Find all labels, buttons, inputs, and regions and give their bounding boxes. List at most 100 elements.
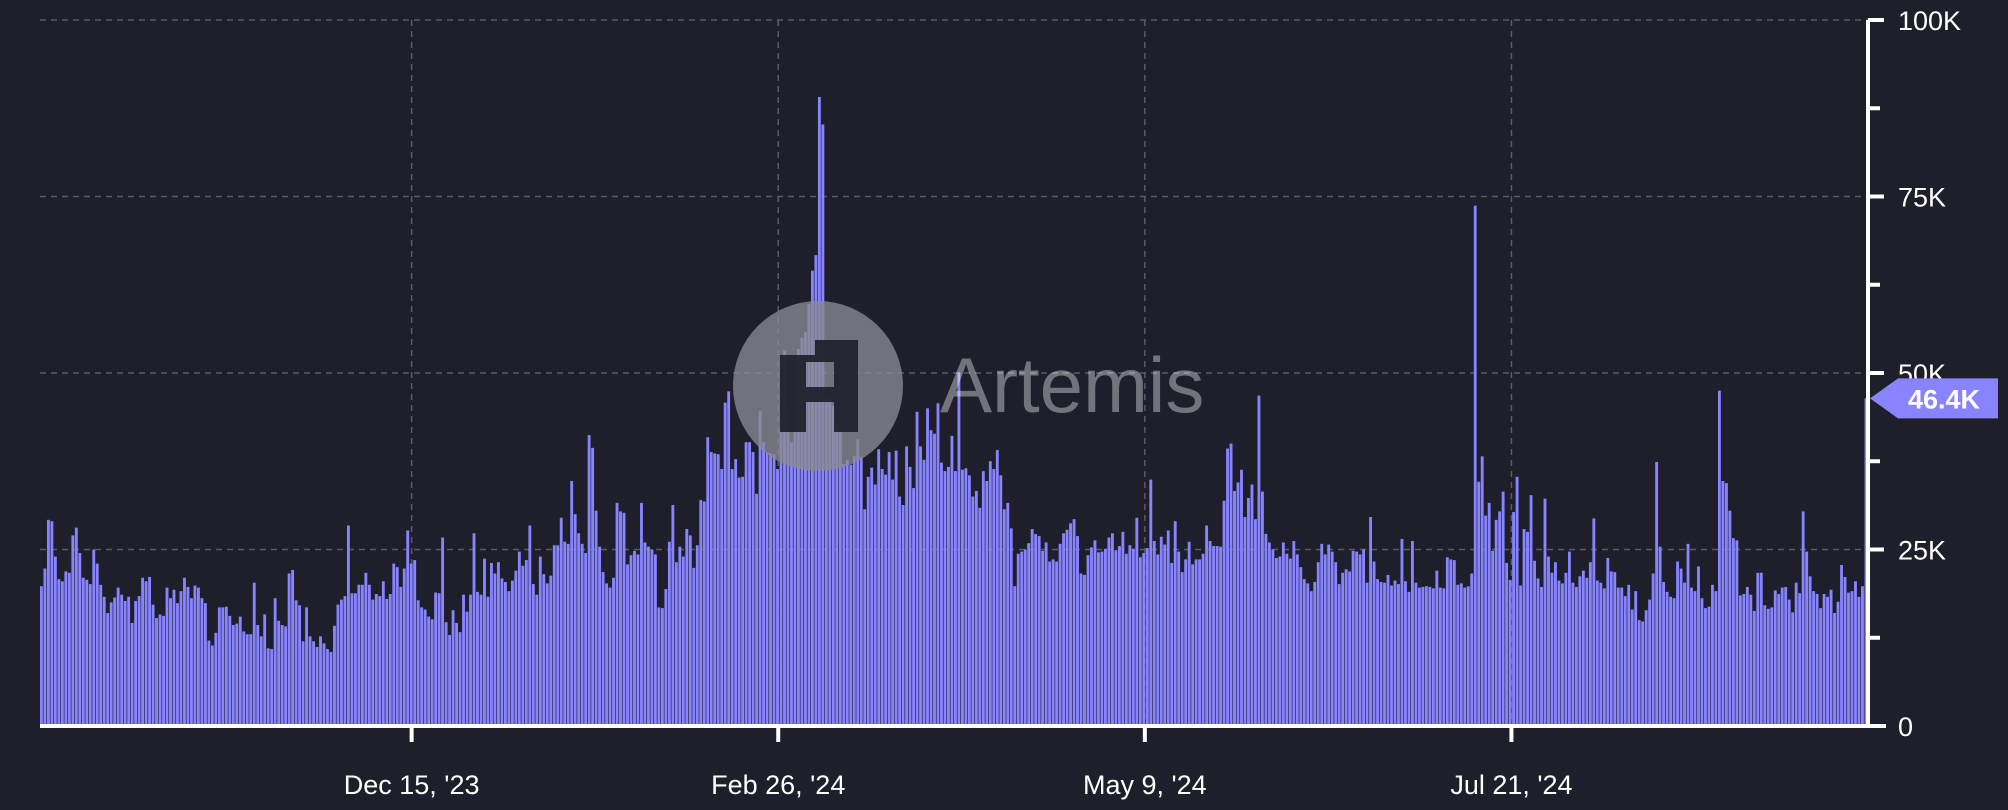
bar: [1247, 497, 1250, 726]
bar: [1023, 549, 1027, 726]
bar: [1435, 570, 1439, 726]
bar: [78, 553, 82, 726]
bar: [755, 493, 759, 726]
bar: [1697, 566, 1700, 726]
bar: [1062, 533, 1066, 726]
bar: [1187, 541, 1191, 726]
bar: [1850, 591, 1854, 726]
bar: [810, 270, 814, 726]
x-tick-label: Dec 15, '23: [344, 770, 480, 800]
bar: [598, 546, 602, 726]
bar: [360, 584, 364, 726]
bar: [912, 488, 915, 726]
bar: [1198, 559, 1202, 726]
bar: [1655, 461, 1659, 726]
bar: [455, 622, 458, 726]
bar: [950, 435, 954, 726]
bar: [1501, 491, 1505, 726]
bar: [137, 596, 141, 726]
bar: [1257, 395, 1261, 726]
bar: [123, 601, 127, 726]
bar: [1840, 565, 1843, 726]
bar: [1819, 608, 1823, 726]
bar: [1662, 581, 1666, 726]
bar: [1763, 605, 1767, 726]
bar: [476, 591, 479, 726]
bar: [587, 435, 591, 726]
bar: [1794, 582, 1798, 726]
bar: [891, 479, 895, 726]
bar: [1212, 545, 1216, 726]
bar: [720, 469, 724, 726]
bar: [692, 567, 696, 726]
bar: [884, 474, 888, 726]
bar: [1044, 542, 1048, 726]
bar: [737, 477, 741, 726]
bar: [1330, 551, 1334, 726]
bar: [1508, 579, 1512, 726]
bar: [856, 439, 860, 726]
bar: [1665, 591, 1669, 726]
bar: [967, 475, 971, 726]
bar: [636, 554, 640, 726]
bar: [1302, 579, 1306, 726]
bar: [190, 598, 193, 726]
bar: [1351, 550, 1355, 726]
bar: [238, 616, 242, 726]
bar: [217, 607, 221, 726]
bar: [1414, 582, 1418, 726]
bar: [807, 303, 811, 726]
bar: [1791, 612, 1795, 726]
bar: [1117, 545, 1121, 726]
bar: [462, 594, 465, 726]
bar: [221, 607, 225, 726]
bar: [367, 584, 371, 726]
bar: [1616, 587, 1620, 726]
bar: [880, 469, 884, 726]
bar: [85, 579, 89, 726]
bar: [1267, 542, 1271, 726]
bar: [786, 411, 790, 726]
bar: [926, 408, 929, 726]
bar: [633, 550, 636, 726]
bar: [1145, 548, 1149, 726]
bar: [448, 634, 452, 726]
bar: [1519, 585, 1523, 726]
bar: [427, 616, 431, 726]
bar: [60, 581, 64, 726]
bar: [109, 602, 113, 726]
artemis-logo-glyph: [780, 340, 858, 432]
bar: [1847, 592, 1850, 726]
bar: [399, 586, 403, 726]
bar: [151, 604, 155, 726]
bar: [1205, 525, 1209, 726]
bar: [772, 454, 776, 726]
bar: [1100, 551, 1104, 726]
bar: [1812, 591, 1816, 726]
bar: [1055, 561, 1059, 726]
bar: [1236, 482, 1240, 726]
bar: [1138, 557, 1142, 726]
bar: [992, 469, 996, 726]
bar: [1355, 551, 1359, 726]
bar: [1728, 510, 1732, 726]
bar: [228, 615, 232, 726]
bar: [106, 613, 110, 726]
bar: [542, 574, 546, 726]
bar: [1798, 593, 1802, 726]
bar: [1512, 512, 1516, 726]
bar: [1233, 490, 1236, 726]
bar: [130, 622, 134, 726]
bar: [943, 471, 947, 726]
bar: [388, 593, 392, 726]
bar: [378, 596, 382, 726]
bar: [873, 484, 877, 726]
bar: [102, 596, 106, 726]
bar: [793, 401, 797, 726]
bar: [538, 556, 542, 726]
bar: [744, 442, 748, 726]
bar: [971, 496, 975, 726]
bar: [803, 332, 807, 726]
bar: [612, 577, 615, 726]
bar: [245, 634, 249, 726]
